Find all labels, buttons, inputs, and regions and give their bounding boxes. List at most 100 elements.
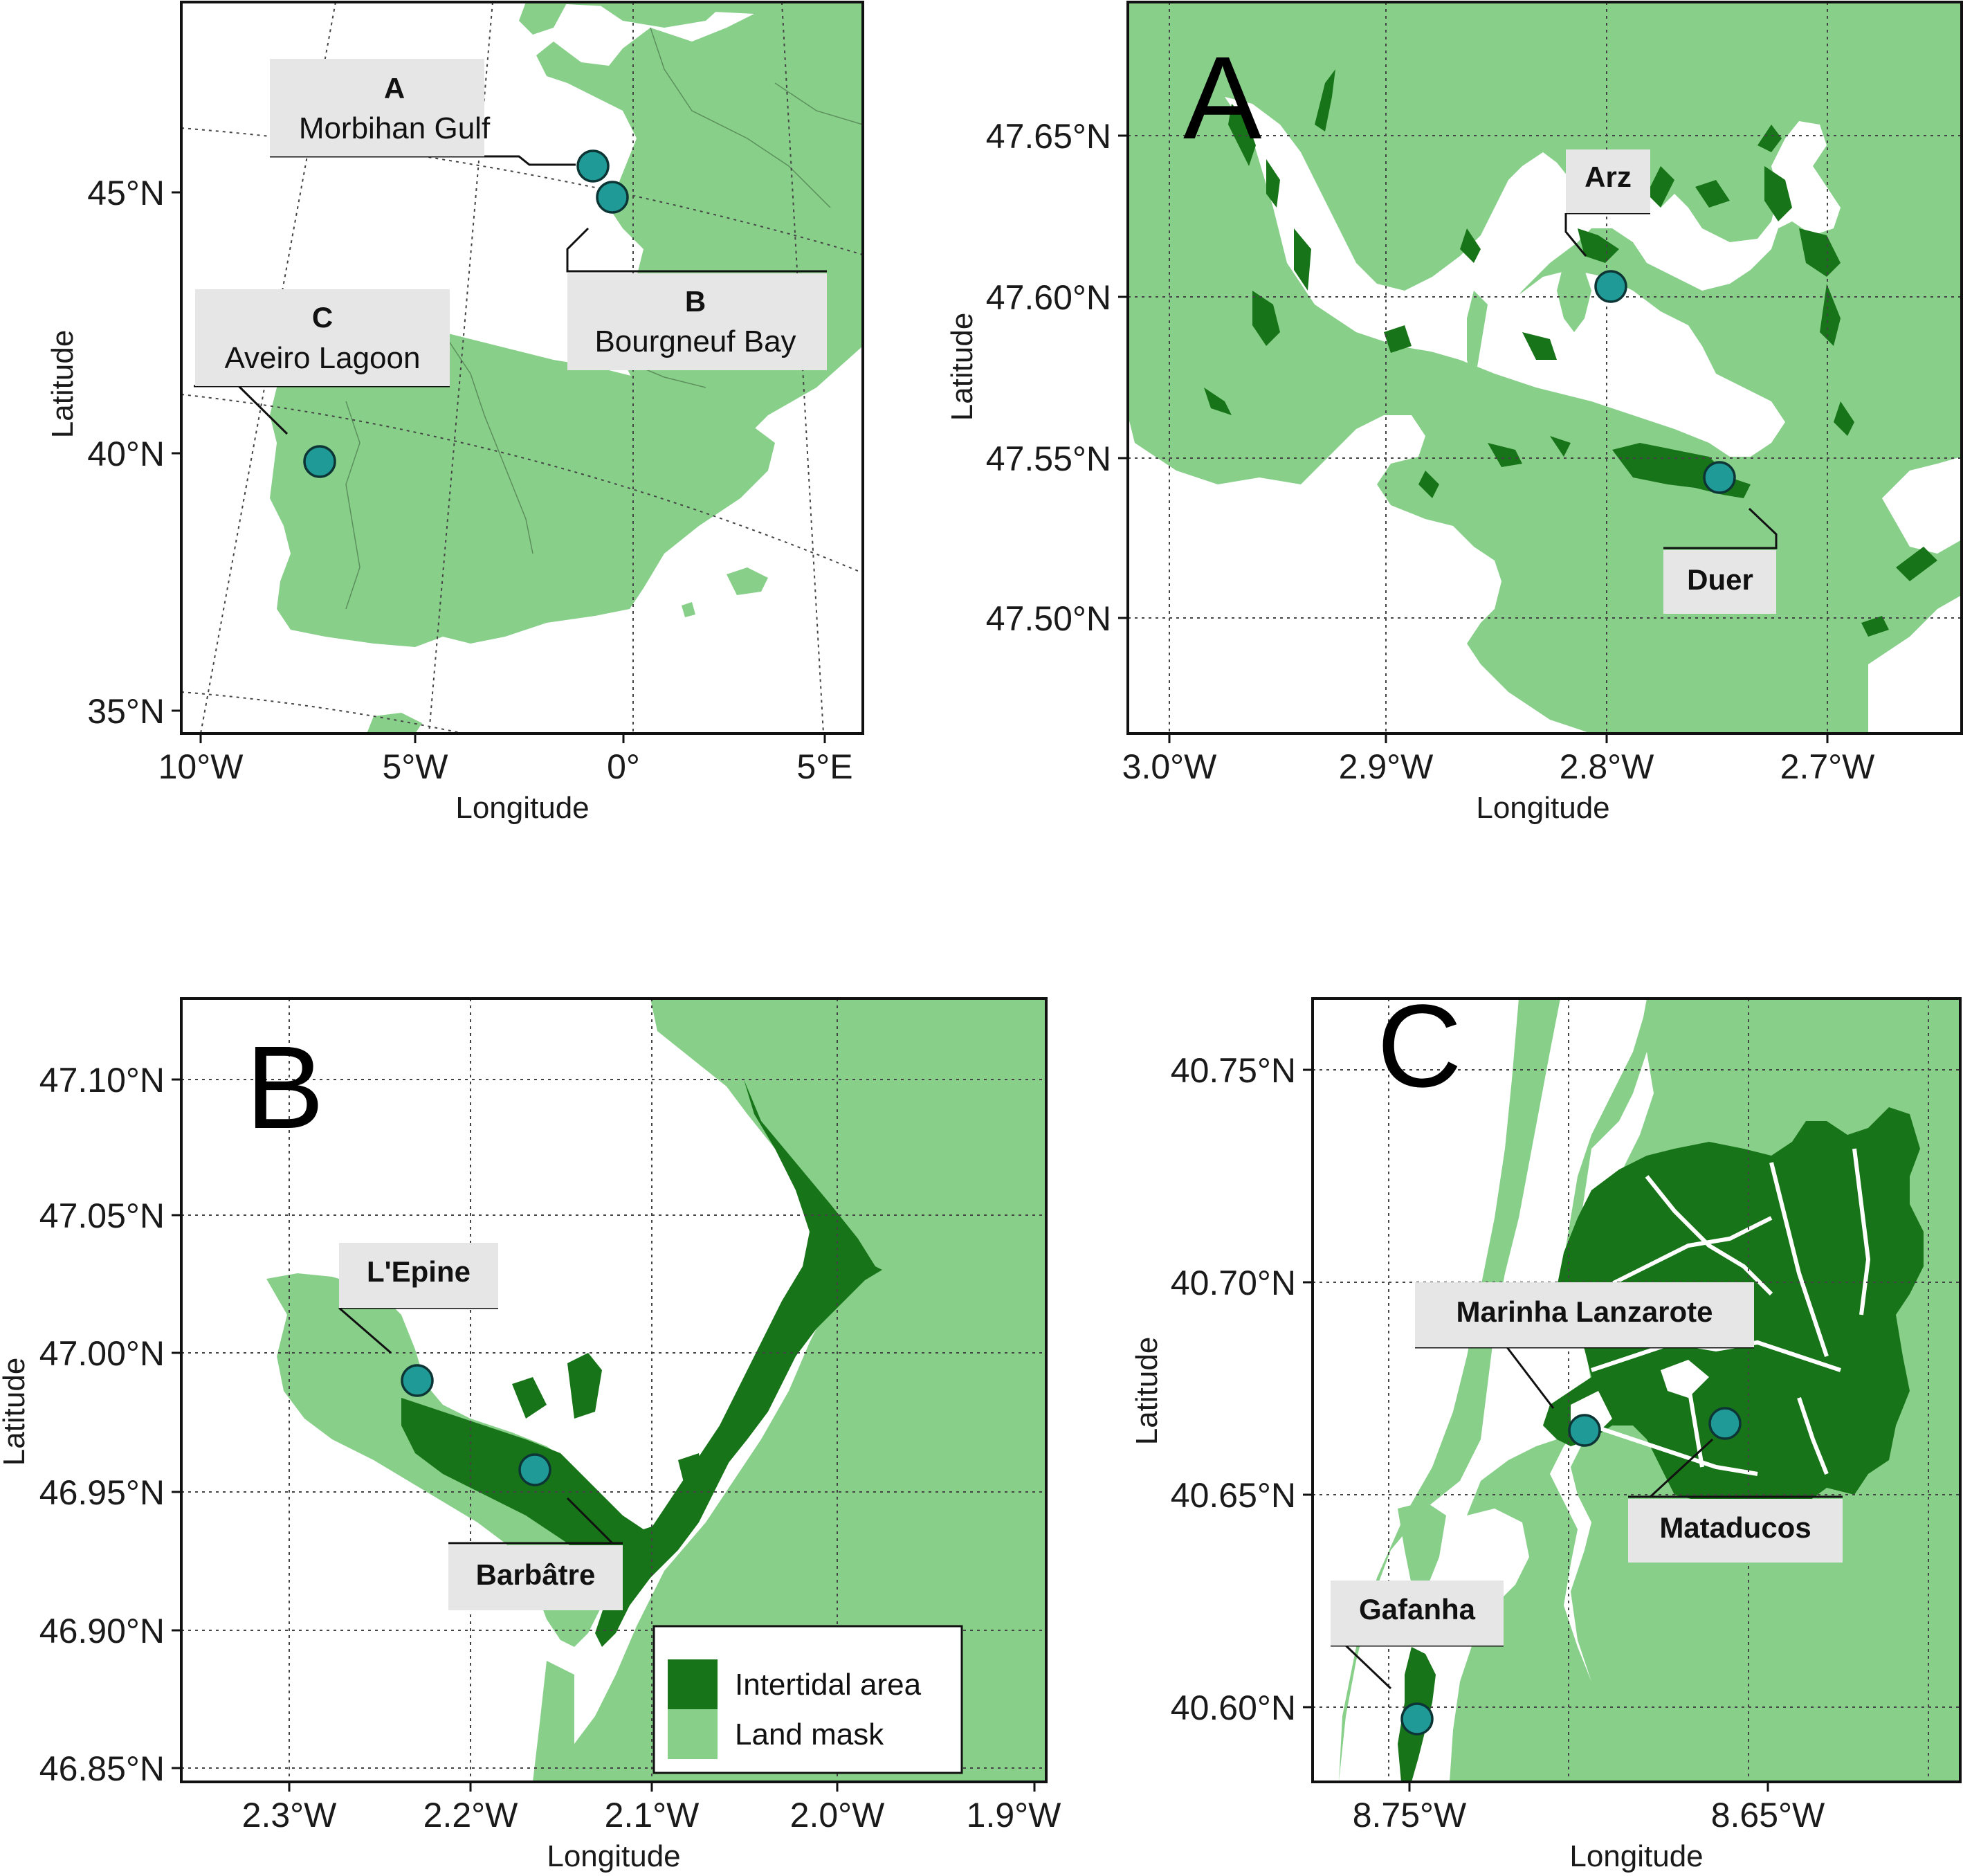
overview-label-b: B Bourgneuf Bay <box>567 273 827 370</box>
panel-a-y-tick: 47.55°N <box>986 439 1111 478</box>
overview-y-label: Latitude <box>46 330 80 439</box>
panel-c-graticule <box>1313 999 1960 1782</box>
overview-x-tick: 5°W <box>383 747 449 786</box>
panel-a-x-tick: 2.9°W <box>1339 747 1434 786</box>
panel-b-label-barbatre: Barbâtre <box>448 1545 623 1610</box>
overview-graticule <box>181 2 863 734</box>
panel-a-se-water <box>1868 595 1962 734</box>
panel-b-y-tick: 46.95°N <box>39 1473 165 1512</box>
panel-b-y-tick: 46.90°N <box>39 1612 165 1650</box>
overview-label-b-code: B <box>685 285 706 318</box>
panel-a-x-tick: 2.8°W <box>1560 747 1655 786</box>
panel-a-e-bay <box>1882 457 1962 554</box>
panel-a-label-arz-text: Arz <box>1585 161 1632 193</box>
panel-b-label-lepine: L'Epine <box>339 1243 498 1308</box>
panel-c-inner-pool <box>1661 1360 1709 1398</box>
panel-c-y-tick: 40.75°N <box>1171 1051 1296 1090</box>
panel-c-letter: C <box>1377 981 1462 1112</box>
panel-b-y-axis: 47.10°N 47.05°N 47.00°N 46.95°N 46.90°N … <box>0 1061 181 1788</box>
panel-c-label-lanzarote-text: Marinha Lanzarote <box>1456 1295 1713 1328</box>
legend-label-land: Land mask <box>735 1718 884 1751</box>
overview-site-morbihan <box>576 149 610 183</box>
panel-b-intertidal-patch <box>678 1453 702 1488</box>
panel-a-leader-duer <box>1663 507 1778 549</box>
panel-a-graticule <box>1128 2 1962 734</box>
panel-a-site-arz <box>1594 270 1627 303</box>
panel-a-x-label: Longitude <box>1476 791 1609 825</box>
panel-c-y-tick: 40.60°N <box>1171 1688 1296 1727</box>
overview-y-tick: 35°N <box>87 692 165 731</box>
overview-x-axis: 10°W 5°W 0° 5°E Longitude <box>158 734 853 825</box>
panel-b-y-label: Latitude <box>0 1358 31 1466</box>
panel-c-x-tick: 8.65°W <box>1711 1796 1825 1834</box>
overview-leader-b <box>566 227 827 273</box>
overview-label-a: A Morbihan Gulf <box>270 59 491 156</box>
panel-b-x-tick: 2.3°W <box>242 1796 338 1834</box>
panel-a-label-duer-text: Duer <box>1687 563 1753 596</box>
panel-c-label-mataducos-text: Mataducos <box>1659 1511 1811 1544</box>
overview-land-iberia <box>270 325 775 647</box>
panel-b-x-tick: 2.2°W <box>423 1796 519 1834</box>
panel-a-x-axis: 3.0°W 2.9°W 2.8°W 2.7°W Longitude <box>1122 734 1875 825</box>
panel-b-intertidal-patch <box>567 1353 602 1419</box>
panel-c-y-tick: 40.65°N <box>1171 1476 1296 1515</box>
panel-a-label-duer: Duer <box>1663 550 1776 614</box>
panel-c-map: C Marinha Lanzarote Mataducos Gafanha <box>1130 981 1962 1873</box>
overview-frame <box>180 1 864 735</box>
overview-label-c-name: Aveiro Lagoon <box>225 341 421 375</box>
panel-a-map: A Arz Duer 47.65°N 47.60°N 47.55°N <box>945 1 1963 825</box>
overview-land-balearic <box>727 567 768 595</box>
panel-b-x-label: Longitude <box>547 1839 680 1873</box>
panel-c-x-axis: 8.75°W 8.65°W Longitude <box>1353 1782 1825 1873</box>
panel-a-x-tick: 3.0°W <box>1122 747 1218 786</box>
panel-b-leader-barbatre <box>448 1497 623 1545</box>
panel-c-y-tick: 40.70°N <box>1171 1264 1296 1302</box>
panel-c-sand-barrier <box>1339 999 1560 1782</box>
panel-c-x-label: Longitude <box>1569 1839 1703 1873</box>
panel-a-frame <box>1126 1 1963 735</box>
panel-a-island <box>1467 291 1488 388</box>
panel-b-site-barbatre <box>518 1453 551 1486</box>
panel-b-y-tick: 47.00°N <box>39 1334 165 1373</box>
overview-y-axis: 45°N 40°N 35°N Latitude <box>46 174 181 731</box>
panel-c-site-lanzarote <box>1568 1414 1601 1447</box>
panel-a-outer-sea <box>1128 415 1591 734</box>
overview-land-england-east <box>595 2 727 28</box>
overview-land-ibiza <box>682 602 695 617</box>
legend-swatch-intertidal <box>668 1659 718 1709</box>
overview-site-bourgneuf <box>596 181 629 214</box>
panel-c-label-lanzarote: Marinha Lanzarote <box>1415 1282 1754 1347</box>
panel-a-y-tick: 47.65°N <box>986 117 1111 156</box>
overview-label-a-code: A <box>384 72 405 104</box>
panel-b-map: B L'Epine Barbâtre Intertidal area Land … <box>0 997 1062 1873</box>
panel-c-label-mataducos: Mataducos <box>1628 1499 1843 1563</box>
panel-b-x-axis: 2.3°W 2.2°W 2.1°W 2.0°W 1.9°W Longitude <box>242 1782 1062 1873</box>
panel-b-label-lepine-text: L'Epine <box>367 1255 471 1288</box>
panel-b-site-lepine <box>401 1364 434 1397</box>
legend-swatch-land <box>668 1709 718 1759</box>
panel-c-leader-mataducos <box>1628 1438 1843 1498</box>
panel-b-mainland <box>574 999 1046 1782</box>
panel-a-label-arz: Arz <box>1566 149 1650 213</box>
panel-a-y-label: Latitude <box>945 313 979 421</box>
panel-c-label-gafanha-text: Gafanha <box>1359 1593 1476 1625</box>
panel-b-letter: B <box>246 1022 324 1154</box>
panel-c-frame <box>1311 997 1962 1783</box>
panel-c-y-axis: 40.75°N 40.70°N 40.65°N 40.60°N Latitude <box>1130 1051 1313 1727</box>
overview-x-tick: 5°E <box>796 747 852 786</box>
panel-a-inner-water <box>1315 270 1785 457</box>
panel-b-y-tick: 47.10°N <box>39 1061 165 1100</box>
panel-b-intertidal-east <box>595 1080 882 1647</box>
panel-b-x-tick: 2.1°W <box>605 1796 700 1834</box>
panel-c-spit-island <box>1398 1502 1446 1592</box>
overview-land-england <box>519 2 567 35</box>
panel-c-x-tick: 8.75°W <box>1353 1796 1467 1834</box>
panel-b-frame <box>180 997 1048 1783</box>
panel-a-y-tick: 47.60°N <box>986 278 1111 317</box>
panel-b-x-tick: 1.9°W <box>967 1796 1062 1834</box>
panel-b-intertidal-patch <box>512 1377 547 1419</box>
overview-label-a-name: Morbihan Gulf <box>299 111 491 145</box>
panel-b-y-tick: 46.85°N <box>39 1749 165 1788</box>
overview-x-label: Longitude <box>455 791 589 825</box>
